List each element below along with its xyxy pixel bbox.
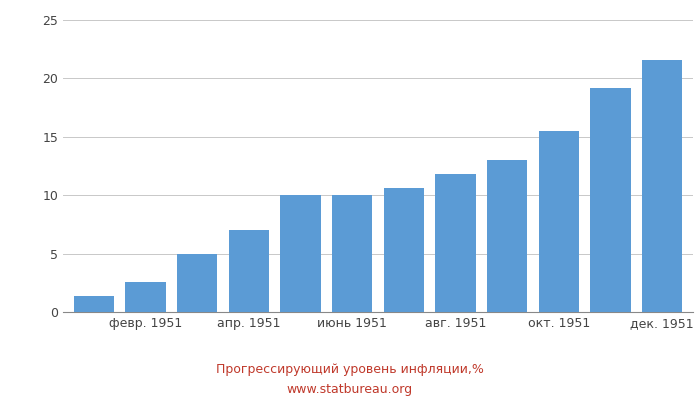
Bar bbox=[332, 195, 372, 312]
Bar bbox=[74, 296, 114, 312]
Bar bbox=[435, 174, 475, 312]
Text: Прогрессирующий уровень инфляции,%: Прогрессирующий уровень инфляции,% bbox=[216, 364, 484, 376]
Text: www.statbureau.org: www.statbureau.org bbox=[287, 384, 413, 396]
Bar bbox=[487, 160, 527, 312]
Bar bbox=[384, 188, 424, 312]
Bar bbox=[177, 254, 218, 312]
Bar bbox=[538, 131, 579, 312]
Bar bbox=[642, 60, 682, 312]
Bar bbox=[125, 282, 166, 312]
Bar bbox=[229, 230, 269, 312]
Bar bbox=[281, 195, 321, 312]
Bar bbox=[590, 88, 631, 312]
